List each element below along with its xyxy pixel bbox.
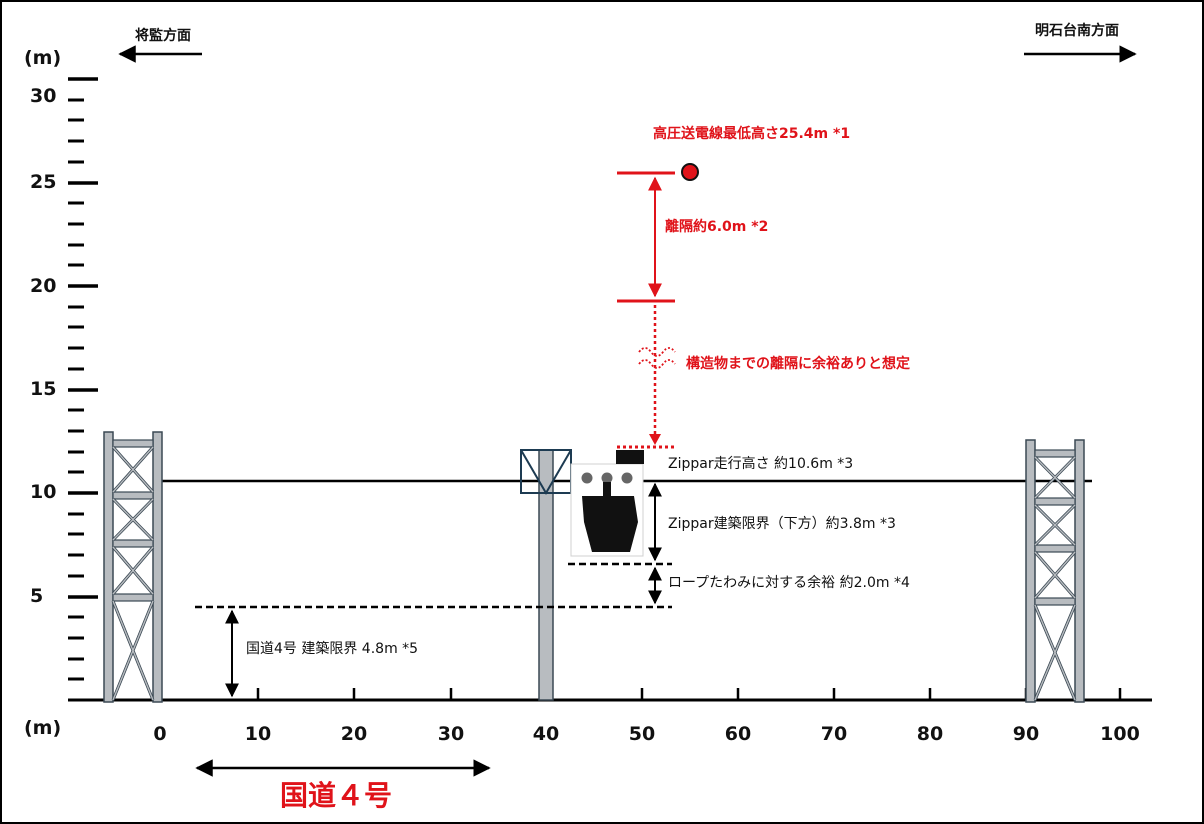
y-tick-label: 5 xyxy=(30,585,43,607)
x-tick-label: 50 xyxy=(629,723,655,745)
x-tick-label: 90 xyxy=(1013,723,1039,745)
x-tick-label: 70 xyxy=(821,723,847,745)
separation-label: 離隔約6.0m *2 xyxy=(665,218,768,235)
x-tick-label: 60 xyxy=(725,723,751,745)
road-clearance-label: 国道4号 建築限界 4.8m *5 xyxy=(246,641,418,657)
y-tick-label: 10 xyxy=(30,481,56,503)
zippar-clearance-label: Zippar建築限界（下方）約3.8m *3 xyxy=(668,516,896,532)
road-label: 国道４号 xyxy=(280,779,392,812)
left-lattice-tower xyxy=(103,431,163,703)
power-line-label: 高圧送電線最低高さ25.4m *1 xyxy=(653,125,850,142)
zippar-gondola xyxy=(570,450,644,557)
x-tick-label: 30 xyxy=(438,723,464,745)
x-tick-label: 80 xyxy=(917,723,943,745)
y-tick-label: 15 xyxy=(30,378,56,400)
center-pier xyxy=(520,449,572,701)
x-tick-label: 10 xyxy=(245,723,271,745)
x-tick-label: 0 xyxy=(153,723,166,745)
x-unit-label: (m) xyxy=(24,717,61,739)
wave-break-icon xyxy=(638,347,676,369)
right-lattice-tower xyxy=(1025,439,1085,703)
direction-right-label: 明石台南方面 xyxy=(1035,22,1119,39)
x-tick-label: 20 xyxy=(341,723,367,745)
y-tick-label: 20 xyxy=(30,275,56,297)
x-axis xyxy=(158,688,1122,700)
direction-left-label: 将監方面 xyxy=(135,27,191,44)
margin-arrow-head xyxy=(649,434,661,445)
structure-margin-label: 構造物までの離隔に余裕ありと想定 xyxy=(686,355,910,372)
y-axis xyxy=(68,77,98,681)
rope-sag-label: ロープたわみに対する余裕 約2.0m *4 xyxy=(668,574,910,591)
x-tick-label: 40 xyxy=(533,723,559,745)
x-tick-label: 100 xyxy=(1100,723,1140,745)
y-tick-label: 25 xyxy=(30,171,56,193)
y-unit-label: (m) xyxy=(24,47,61,69)
zippar-height-label: Zippar走行高さ 約10.6m *3 xyxy=(668,455,853,472)
y-tick-label: 30 xyxy=(30,85,56,107)
power-line-conductor xyxy=(681,163,699,181)
